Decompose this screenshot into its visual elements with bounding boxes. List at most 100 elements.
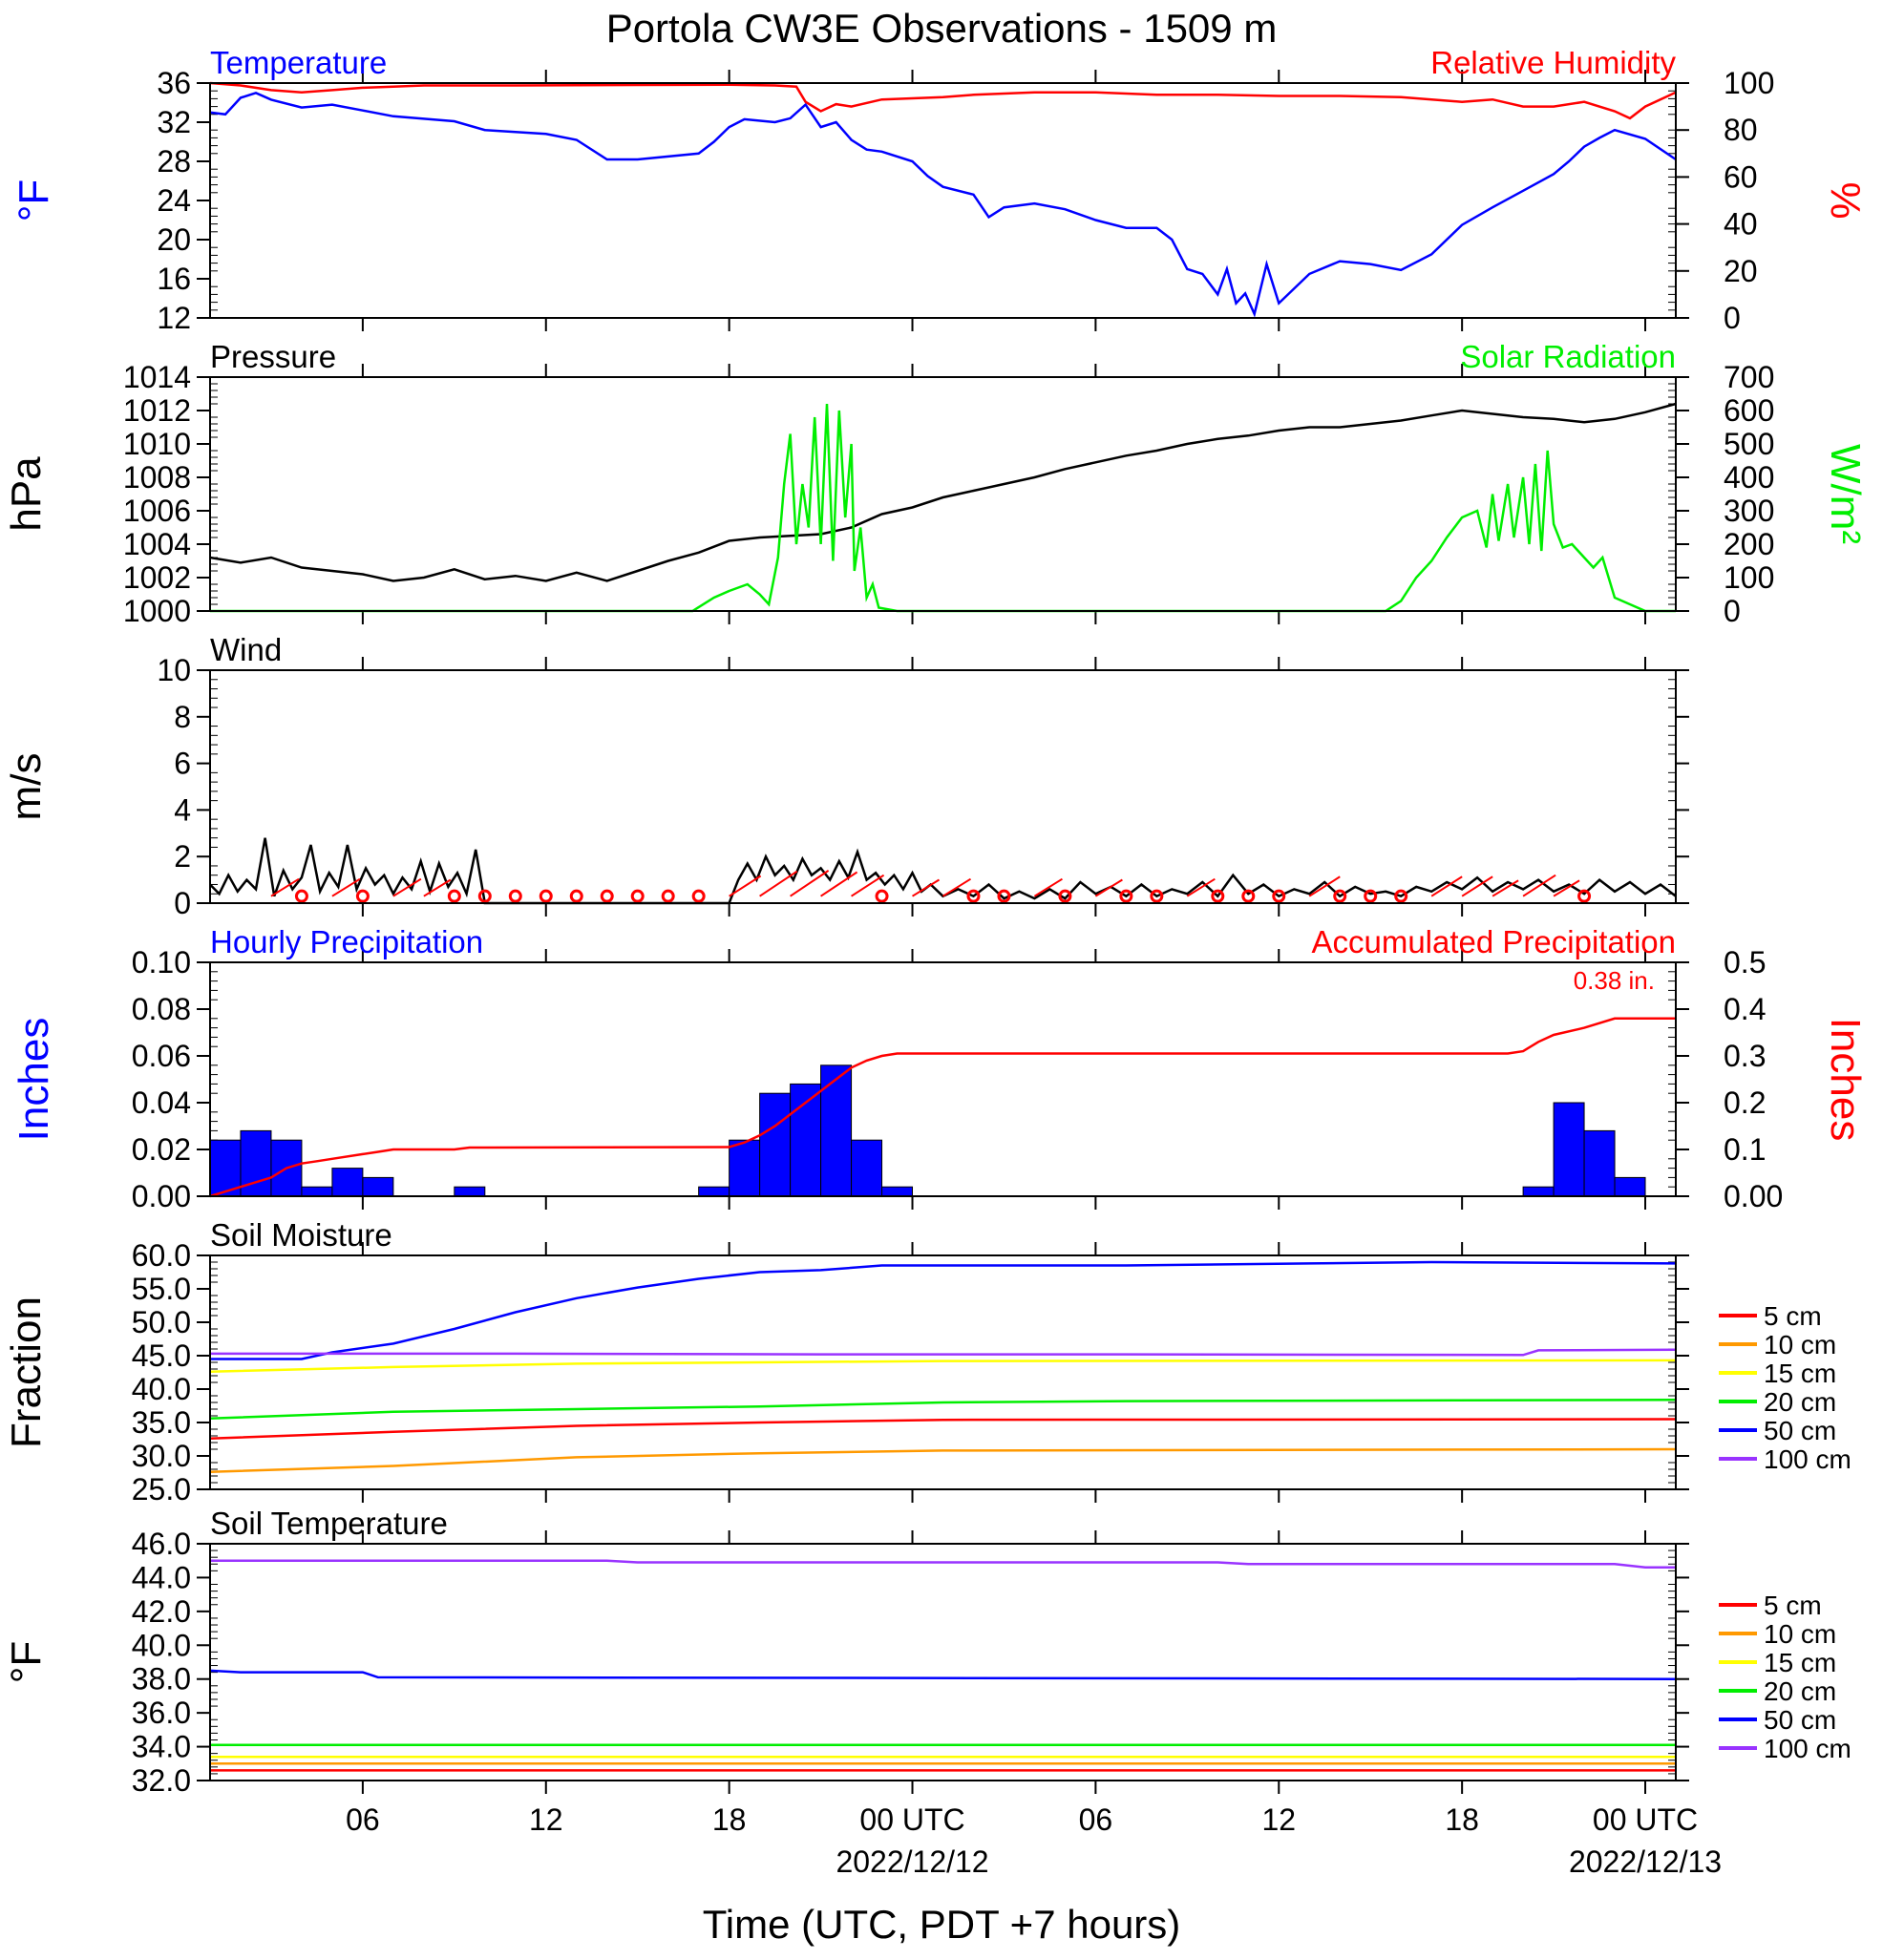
precip-bar	[209, 1139, 242, 1197]
series-line	[209, 1359, 1677, 1374]
y-tick-label: 50.0	[132, 1305, 191, 1339]
precip-bar	[729, 1139, 761, 1197]
wind-calm-marker	[569, 889, 583, 903]
y-tick-label: 2	[174, 839, 191, 874]
legend-label: 100 cm	[1764, 1444, 1851, 1474]
y-tick-label: 16	[157, 262, 191, 296]
precip-bar	[1522, 1186, 1555, 1197]
y-tick-label: 32	[157, 105, 191, 139]
x-axis-label: Time (UTC, PDT +7 hours)	[703, 1902, 1181, 1947]
wind-calm-marker	[1241, 889, 1256, 903]
x-tick-date: 2022/12/12	[836, 1844, 988, 1879]
precip-bar	[851, 1139, 883, 1197]
wind-calm-marker	[1577, 889, 1592, 903]
wind-barb	[729, 875, 762, 897]
wind-calm-marker	[691, 889, 706, 903]
wind-calm-marker	[294, 889, 308, 903]
wind-calm-marker	[539, 889, 553, 903]
precip-bar	[759, 1092, 792, 1197]
y-tick-label: 0.06	[132, 1039, 191, 1073]
y-tick-label: 40.0	[132, 1372, 191, 1406]
wind-barb	[942, 877, 972, 897]
wind-calm-marker	[355, 889, 370, 903]
y-tick-label: 8	[174, 700, 191, 734]
y-tick-label: 45.0	[132, 1338, 191, 1373]
legend-label: 5 cm	[1764, 1301, 1822, 1331]
y-tick-label: 1002	[123, 560, 191, 595]
y-tick-label: 34.0	[132, 1730, 191, 1764]
wind-barb	[911, 878, 941, 897]
y-tick-label: 1008	[123, 460, 191, 495]
y-tick-label: 6	[174, 747, 191, 781]
y-tick-label: 24	[157, 183, 191, 218]
precip-bar	[1553, 1102, 1585, 1197]
y-tick-label: 1012	[123, 393, 191, 428]
y-tick-label: 25.0	[132, 1472, 191, 1507]
wind-calm-marker	[997, 889, 1011, 903]
y-tick-label: 1004	[123, 527, 191, 561]
wind-calm-marker	[600, 889, 614, 903]
legend-label: 20 cm	[1764, 1676, 1836, 1706]
precip-bar	[881, 1186, 914, 1197]
y-tick-label: 42.0	[132, 1594, 191, 1629]
y-tick-label: 60.0	[132, 1238, 191, 1273]
y-tick-label: 12	[157, 301, 191, 335]
precip-bar	[1583, 1129, 1616, 1197]
total-precip-label: 0.38 in.	[1574, 966, 1655, 995]
wind-barb	[1492, 879, 1519, 897]
precip-bar	[1614, 1176, 1646, 1197]
y-axis-label: °F	[11, 179, 57, 221]
y-axis-label: hPa	[3, 456, 50, 532]
series-line	[209, 402, 1677, 582]
y2-axis-label: W/m²	[1822, 444, 1869, 544]
panel-wind: 0 2 4 6 8 10 Wind m/s	[3, 632, 1689, 920]
wind-calm-marker	[1058, 889, 1072, 903]
wind-calm-marker	[447, 889, 461, 903]
wind-barb	[1186, 877, 1216, 897]
y-tick-label: 0.04	[132, 1085, 191, 1120]
y-tick-label: 1010	[123, 427, 191, 461]
wind-calm-marker	[1394, 889, 1408, 903]
y-tick-label: 55.0	[132, 1272, 191, 1306]
wind-barb	[820, 871, 858, 897]
x-tick-date: 2022/12/13	[1569, 1844, 1722, 1879]
y2-tick-label: 0.4	[1724, 992, 1766, 1026]
y-tick-label: 0	[174, 886, 191, 920]
panel-title: Soil Temperature	[210, 1506, 448, 1541]
panel-title: Soil Moisture	[210, 1217, 392, 1253]
y-tick-label: 0.10	[132, 945, 191, 980]
y-axis-label: °F	[3, 1641, 50, 1683]
y-tick-label: 36	[157, 66, 191, 100]
legend-label: 50 cm	[1764, 1416, 1836, 1445]
y2-tick-label: 0.2	[1724, 1085, 1766, 1120]
y-axis-label: Fraction	[3, 1296, 50, 1448]
panel-title: Pressure	[210, 339, 336, 374]
panel-frame	[209, 1254, 1677, 1490]
y-tick-label: 30.0	[132, 1439, 191, 1473]
panel-frame	[209, 82, 1677, 319]
wind-calm-marker	[508, 889, 522, 903]
y-tick-label: 32.0	[132, 1763, 191, 1798]
y-tick-label: 0.00	[132, 1179, 191, 1213]
wind-calm-marker	[1272, 889, 1286, 903]
y2-axis-label: Inches	[1822, 1018, 1869, 1142]
wind-barb	[1094, 878, 1123, 897]
wind-calm-marker	[875, 889, 889, 903]
y2-tick-label: 0.00	[1724, 1179, 1783, 1213]
y2-tick-label: 0.1	[1724, 1132, 1766, 1167]
wind-barb	[331, 877, 361, 897]
y2-tick-label: 100	[1724, 560, 1774, 595]
y2-tick-label: 100	[1724, 66, 1774, 100]
y-tick-label: 28	[157, 144, 191, 179]
wind-barb	[1522, 874, 1556, 897]
x-tick-label: 12	[529, 1802, 563, 1837]
accumulated-line	[209, 1017, 1676, 1198]
y-tick-label: 1014	[123, 360, 191, 394]
wind-barb	[1553, 879, 1580, 897]
precip-bar	[698, 1186, 730, 1197]
panel-title: Wind	[210, 632, 282, 667]
legend-label: 10 cm	[1764, 1619, 1836, 1649]
series-line	[209, 91, 1677, 318]
wind-barb	[392, 877, 422, 897]
